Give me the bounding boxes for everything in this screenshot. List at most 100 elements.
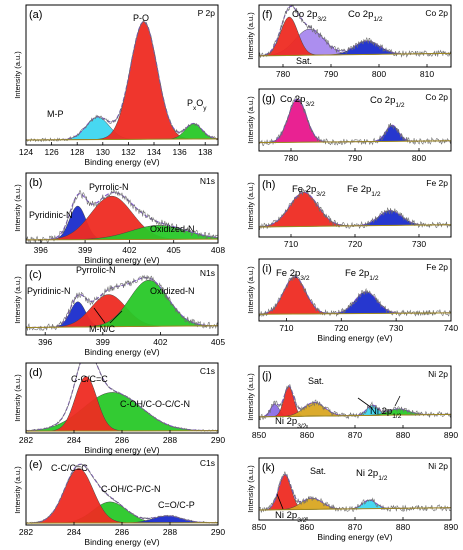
label-oxidized-b: Oxidized-N (150, 224, 195, 234)
label-fe12-i: Fe 2p1/2 (345, 268, 379, 282)
peak-a-1 (26, 21, 218, 141)
label-pyrrolic-c: Pyrrolic-N (76, 265, 116, 275)
xtick-label-a-5: 134 (147, 147, 161, 157)
ylabel-a: Intensity (a.u.) (13, 51, 22, 99)
xtick-label-k-0: 850 (252, 522, 266, 532)
xlabel-i: Binding energy (eV) (317, 333, 392, 343)
baseline-i (259, 312, 451, 315)
plot-area-g (259, 96, 451, 147)
plot-area-i (259, 274, 451, 318)
xtick-label-i-3: 740 (444, 323, 458, 333)
label-ni32-k: Ni 2p3/2 (275, 510, 307, 524)
xtick-label-d-2: 286 (115, 435, 129, 445)
xtick-label-c-3: 405 (211, 337, 225, 347)
panel-f: 780 790 800 810 Intensity (a.u.) (f) Co 2p (246, 4, 452, 79)
xtick-label-c-2: 402 (153, 337, 167, 347)
baseline-g (259, 140, 451, 144)
plot-area-c (26, 274, 218, 332)
peak-k-0 (259, 474, 451, 511)
label-ni12-k: Ni 2p1/2 (356, 468, 388, 482)
arrow-ni32-k (276, 493, 284, 510)
xlabel-k: Binding energy (eV) (317, 532, 392, 542)
raw-spectrum-k (259, 471, 451, 514)
panel-label-b: (b) (29, 177, 42, 189)
label-pxoy: PxOy (187, 98, 207, 112)
plot-area-d (26, 363, 218, 433)
xtick-label-j-2: 870 (348, 430, 362, 440)
xtick-label-e-3: 288 (163, 527, 177, 537)
arrow-mnc-2 (109, 310, 123, 324)
xtick-label-c-1: 399 (96, 337, 110, 347)
xtick-label-j-3: 880 (396, 430, 410, 440)
xtick-label-h-0: 710 (284, 239, 298, 249)
plot-area-j (259, 384, 451, 421)
label-p-o: P-O (133, 13, 149, 23)
raw-spectrum-d (26, 363, 218, 433)
raw-spectrum-e (26, 463, 218, 525)
label-ni12-j: Ni 2p1/2 (370, 406, 402, 420)
xlabel-b: Binding energy (eV) (84, 255, 159, 265)
panel-i: 710 720 730 740 Binding energy (eV) Intensity… (246, 258, 458, 343)
label-co-e: C=O/C-P (158, 500, 195, 510)
xtick-label-k-4: 890 (444, 522, 458, 532)
label-cc-e: C-C/C=C (51, 463, 88, 473)
xtick-label-e-1: 284 (67, 527, 81, 537)
panel-label-h: (h) (262, 179, 275, 191)
panel-label-k: (k) (262, 462, 275, 474)
frame-a (25, 4, 219, 146)
ylabel-e: Intensity (a.u.) (13, 466, 22, 514)
frame-b (25, 172, 219, 244)
xtick-label-c-0: 396 (38, 337, 52, 347)
panel-label-c: (c) (29, 269, 42, 281)
xtick-label-j-0: 850 (252, 430, 266, 440)
xtick-label-b-1: 399 (78, 245, 92, 255)
frame-c (25, 264, 219, 336)
peak-g-0 (259, 98, 451, 143)
raw-spectrum-a (26, 19, 218, 143)
arrow-ni12-j-2 (394, 395, 401, 407)
label-sat-k: Sat. (310, 466, 326, 476)
raw-spectrum-f (259, 5, 451, 58)
xtick-label-e-4: 290 (211, 527, 225, 537)
xtick-label-f-2: 800 (372, 69, 386, 79)
xlabel-e: Binding energy (eV) (84, 537, 159, 547)
peak-j-1 (259, 386, 451, 418)
corner-label-h: Fe 2p (426, 178, 448, 188)
xtick-label-d-4: 290 (211, 435, 225, 445)
ylabel-c: Intensity (a.u.) (13, 276, 22, 324)
label-co32-g: Co 2p3/2 (280, 94, 315, 108)
xtick-label-b-3: 405 (167, 245, 181, 255)
xlabel-a: Binding energy (eV) (84, 157, 159, 167)
label-cc-d: C-C/C=C (71, 374, 108, 384)
panel-label-i: (i) (262, 263, 272, 275)
ylabel-i: Intensity (a.u.) (246, 266, 255, 314)
plot-area-f (259, 5, 451, 58)
plot-area-k (259, 471, 451, 514)
corner-label-g: Co 2p (425, 92, 448, 102)
xtick-label-i-0: 710 (279, 323, 293, 333)
label-fe32-i: Fe 2p3/2 (276, 268, 310, 282)
label-pyrrolic-b: Pyrrolic-N (89, 182, 129, 192)
ylabel-f: Intensity (a.u.) (246, 12, 255, 60)
corner-label-i: Fe 2p (426, 262, 448, 272)
xtick-label-i-1: 720 (334, 323, 348, 333)
panel-label-j: (j) (262, 370, 272, 382)
xtick-label-f-1: 790 (324, 69, 338, 79)
corner-label-f: Co 2p (425, 8, 448, 18)
xlabel-d: Binding energy (eV) (84, 445, 159, 455)
label-coh-e: C-OH/C-P/C-N (101, 484, 161, 494)
xtick-label-e-0: 282 (19, 527, 33, 537)
raw-spectrum-i (259, 274, 451, 318)
label-co12-f: Co 2p1/2 (348, 9, 383, 23)
panel-j: 850 860 870 880 890 Intensity (a.u.) (j) Ni 2p (246, 365, 458, 440)
raw-spectrum-g (259, 96, 451, 147)
xtick-label-k-3: 880 (396, 522, 410, 532)
raw-spectrum-c (26, 274, 218, 332)
panel-label-d: (d) (29, 367, 42, 379)
baseline-b (26, 238, 218, 241)
ylabel-b: Intensity (a.u.) (13, 184, 22, 232)
xtick-label-b-2: 402 (122, 245, 136, 255)
plot-area-h (259, 188, 451, 230)
label-co32-f: Co 2p3/2 (292, 9, 327, 23)
